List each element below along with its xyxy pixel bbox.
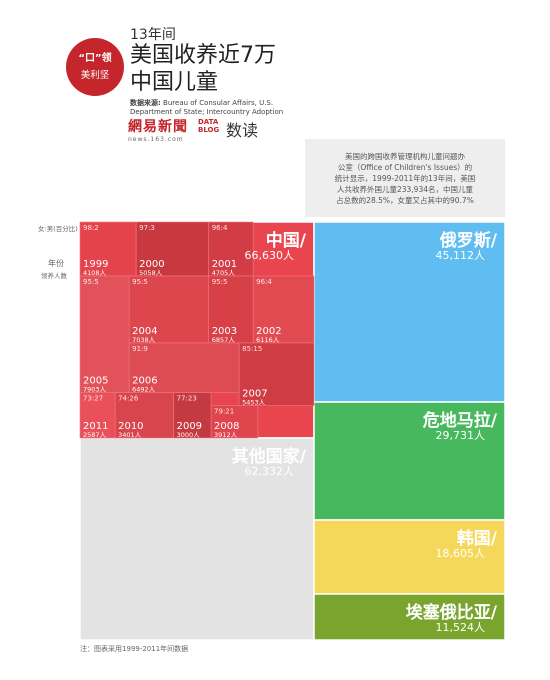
description-text: 美国的跨国收养管理机构儿童问题办 公室（Office of Children's… xyxy=(316,151,494,206)
country-block-russia xyxy=(313,221,506,403)
year-label-2009: 2009 xyxy=(177,421,202,432)
year-block-2003 xyxy=(208,275,254,344)
year-block-2005 xyxy=(79,275,130,393)
year-count-2002: 6116人 xyxy=(256,336,280,344)
year-label-1999: 1999 xyxy=(83,259,108,270)
legend-year: 年份 xyxy=(48,259,64,268)
year-ratio-2011: 73:27 xyxy=(83,395,103,403)
year-block-2011 xyxy=(79,392,116,439)
year-count-2003: 6857人 xyxy=(212,336,236,344)
year-count-2000: 5058人 xyxy=(139,269,163,277)
description-line: 美国的跨国收养管理机构儿童问题办 xyxy=(345,152,465,161)
country-name-china: 中国/ xyxy=(266,230,307,251)
year-block-2001 xyxy=(208,221,254,277)
year-block-2009 xyxy=(173,392,212,439)
year-label-2008: 2008 xyxy=(214,421,239,432)
year-count-1999: 4108人 xyxy=(83,269,107,277)
year-label-2005: 2005 xyxy=(83,376,108,387)
country-name-guatemala: 危地马拉/ xyxy=(422,410,498,431)
country-value-korea: 18,605人 xyxy=(436,547,486,560)
year-label-2004: 2004 xyxy=(132,326,157,337)
description-line: 占总数的28.5%，女童又占其中的90.7% xyxy=(336,196,474,205)
year-count-2011: 2587人 xyxy=(83,431,107,439)
country-block-ethiopia xyxy=(313,593,506,641)
year-label-2006: 2006 xyxy=(132,376,157,387)
year-count-2009: 3000人 xyxy=(177,431,201,439)
year-block-2010 xyxy=(114,392,174,439)
year-ratio-2005: 95:5 xyxy=(83,278,99,286)
year-ratio-2010: 74:26 xyxy=(118,395,139,403)
year-ratio-2006: 91:9 xyxy=(132,345,148,353)
country-block-korea xyxy=(313,519,506,595)
footnote: 注：图表采用1999-2011年间数据 xyxy=(80,645,189,653)
year-block-2000 xyxy=(135,221,210,277)
year-label-2002: 2002 xyxy=(256,326,281,337)
year-count-2006: 6492人 xyxy=(132,386,156,394)
country-block-guatemala xyxy=(313,401,506,521)
year-ratio-2007: 85:15 xyxy=(242,345,262,353)
title-year-span: 13年间 xyxy=(130,27,176,43)
source-line1: Bureau of Consular Affairs, U.S. xyxy=(163,99,274,107)
description-box xyxy=(305,139,505,217)
year-count-2007: 5453人 xyxy=(242,399,266,407)
year-block-1999 xyxy=(79,221,137,277)
country-value-guatemala: 29,731人 xyxy=(436,429,486,442)
year-label-2001: 2001 xyxy=(212,259,237,270)
netease-logo: 網易新聞 news.163.com xyxy=(128,116,190,143)
year-block-2002 xyxy=(252,275,315,344)
source-label: 数据来源: xyxy=(130,99,161,107)
datablog-logo-line2: BLOG xyxy=(198,126,220,134)
title-line1: 美国收养近7万 xyxy=(130,43,276,68)
source-note: 数据来源: Bureau of Consular Affairs, U.S. D… xyxy=(130,99,300,117)
country-name-ethiopia: 埃塞俄比亚/ xyxy=(406,602,498,623)
country-value-ethiopia: 11,524人 xyxy=(436,621,486,634)
description-line: 人共收养外国儿童233,934名，中国儿童 xyxy=(336,185,473,194)
badge-line2: 美利坚 xyxy=(80,70,110,81)
year-count-2001: 4705人 xyxy=(212,269,236,277)
country-name-others: 其他国家/ xyxy=(232,446,307,467)
netease-logo-text: 網易新聞 xyxy=(128,119,188,135)
year-label-2003: 2003 xyxy=(212,326,237,337)
netease-logo-url: news.163.com xyxy=(128,136,184,143)
year-count-2008: 3912人 xyxy=(214,431,238,439)
year-ratio-2004: 95:5 xyxy=(132,278,148,286)
year-label-2011: 2011 xyxy=(83,421,108,432)
datablog-logo-line1: DATA xyxy=(198,118,219,126)
year-block-2004 xyxy=(128,275,209,344)
country-name-russia: 俄罗斯/ xyxy=(439,230,498,251)
year-ratio-2009: 77:23 xyxy=(177,395,197,403)
year-block-2007 xyxy=(238,342,315,406)
description-line: 公室（Office of Children's Issues）的 xyxy=(337,163,473,172)
year-label-2007: 2007 xyxy=(242,389,267,400)
year-ratio-2008: 79:21 xyxy=(214,408,234,416)
year-ratio-2002: 96:4 xyxy=(256,278,272,286)
badge-line1: “口”领 xyxy=(78,53,112,64)
legend-adopted: 领养人数 xyxy=(41,272,67,280)
country-value-russia: 45,112人 xyxy=(436,249,486,262)
page-title: 美国收养近7万 中国儿童 xyxy=(130,42,320,96)
badge-circle: “口”领 美利坚 xyxy=(66,38,124,96)
year-ratio-1999: 98:2 xyxy=(83,224,99,232)
year-ratio-2000: 97:3 xyxy=(139,224,155,232)
year-count-2005: 7903人 xyxy=(83,386,107,394)
year-ratio-2001: 96:4 xyxy=(212,224,228,232)
country-value-china: 66,630人 xyxy=(245,249,295,262)
year-ratio-2003: 95:5 xyxy=(212,278,228,286)
description-line: 统计显示，1999-2011年的13年间，美国 xyxy=(334,174,476,183)
year-label-2000: 2000 xyxy=(139,259,164,270)
shudu-logo: 数读 xyxy=(226,121,259,140)
year-count-2004: 7038人 xyxy=(132,336,156,344)
datablog-logo: DATA BLOG xyxy=(198,118,224,134)
year-block-2008 xyxy=(210,405,259,439)
year-label-2010: 2010 xyxy=(118,421,143,432)
source-line2: Department of State; Intercountry Adopti… xyxy=(130,108,284,116)
title-line2: 中国儿童 xyxy=(130,70,219,95)
country-value-others: 62,332人 xyxy=(245,465,295,478)
country-name-korea: 韩国/ xyxy=(457,528,498,549)
year-count-2010: 3401人 xyxy=(118,431,142,439)
legend-sex-ratio: 女:男(百分比) xyxy=(38,225,78,233)
